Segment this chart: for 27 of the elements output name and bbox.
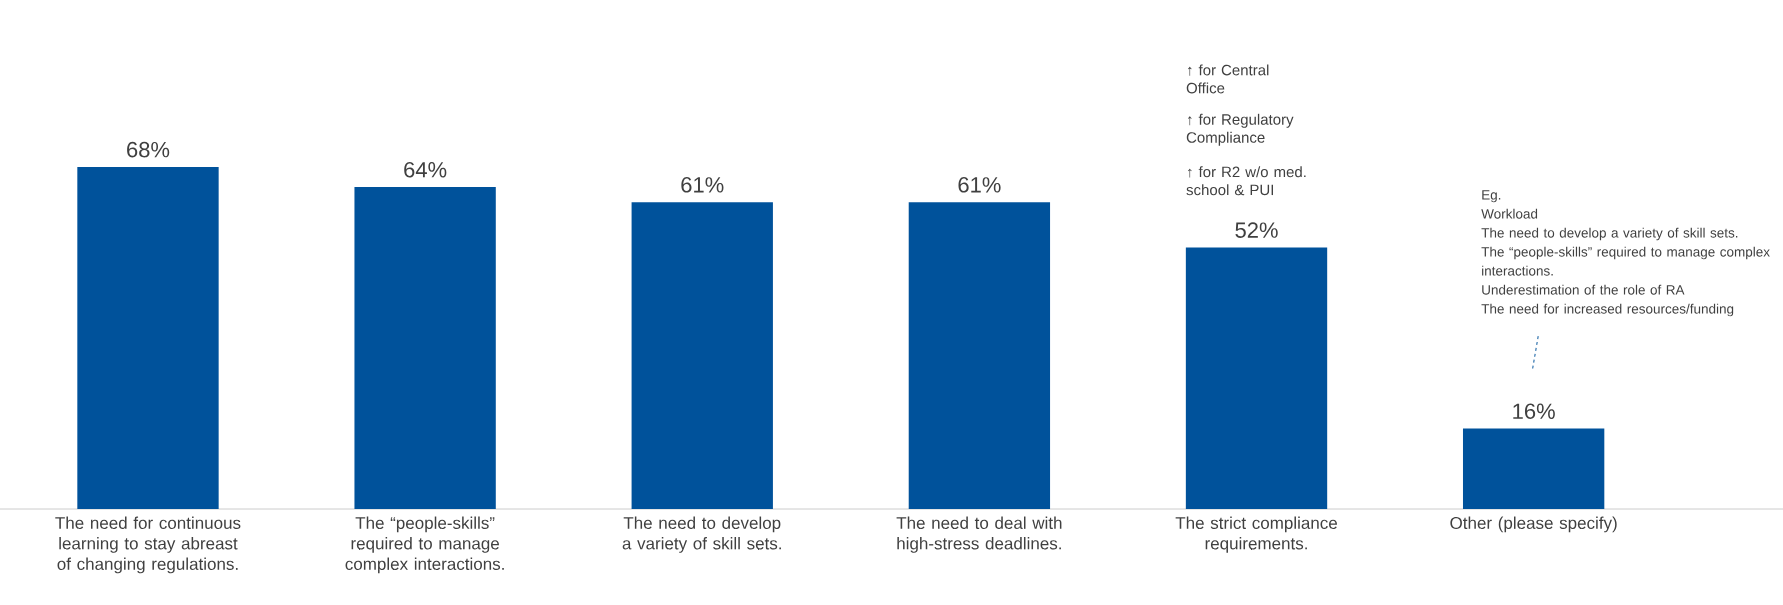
annotation: Workload [1481, 208, 1538, 219]
data-label: 61% [958, 177, 1001, 193]
data-label: 52% [1235, 222, 1278, 238]
annotation: ↑ for R2 w/o med. school & PUI [1186, 166, 1306, 196]
text: ↑ for Central Office [1186, 64, 1269, 94]
x-tick-label: The strict compliance requirements. [1175, 516, 1337, 553]
data-label: 61% [681, 177, 724, 193]
text: ↑ for Regulatory Compliance [1186, 113, 1294, 146]
x-tick-label: The need for continuous learning to stay abreast of changing regulations. [55, 516, 241, 574]
annotation: The need to develop a variety of skill sets. [1481, 227, 1738, 241]
annotation: The “people-skills” required to manage complex interactions. [1481, 246, 1770, 276]
data-label: 64% [404, 161, 447, 178]
annotation: Underestimation of the role of RA [1482, 284, 1685, 295]
bar [908, 202, 1051, 509]
bar [77, 166, 219, 509]
annotation: Eg. [1482, 190, 1501, 203]
annotation: The need for increased resources/funding [1481, 303, 1734, 317]
data-label: 68% [127, 141, 170, 158]
x-tick-label: The need to deal with high-stress deadlines. [896, 516, 1062, 553]
x-tick-label: The “people-skills” required to manage complex interactions. [345, 516, 504, 574]
data-label: 16% [1513, 403, 1555, 419]
x-tick-label: Other (please specify) [1450, 516, 1617, 533]
bar [354, 187, 496, 509]
x-tick-label: The need to develop a variety of skill sets. [622, 516, 781, 553]
bar [1462, 428, 1605, 509]
bar [631, 202, 773, 509]
bar [1185, 247, 1328, 509]
